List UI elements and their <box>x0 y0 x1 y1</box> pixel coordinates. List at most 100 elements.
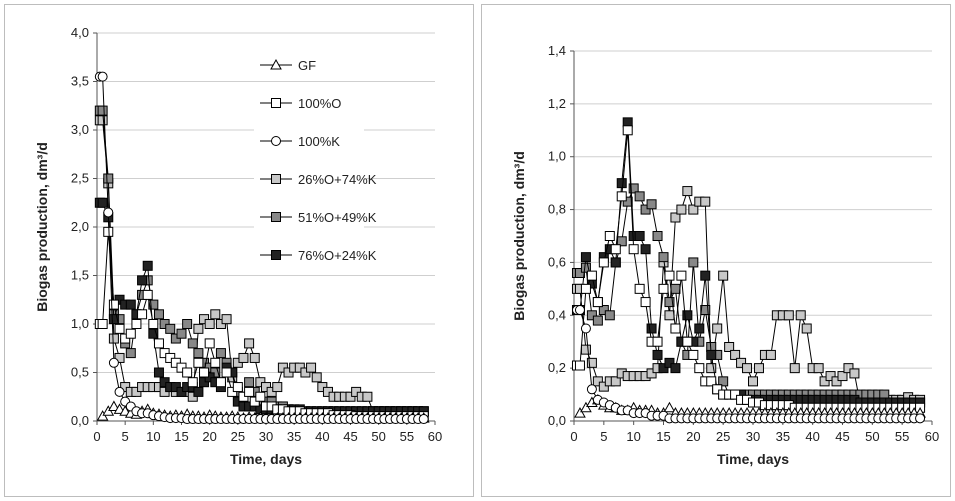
y-tick-label: 0,8 <box>548 202 566 217</box>
data-point <box>103 226 114 237</box>
data-point <box>658 283 669 294</box>
data-point <box>652 336 663 347</box>
data-point <box>311 372 322 383</box>
data-point <box>215 377 226 388</box>
data-point <box>700 270 711 281</box>
x-tick-label: 5 <box>600 429 607 444</box>
data-point <box>837 371 848 382</box>
data-point <box>182 319 193 329</box>
data-point <box>97 319 108 329</box>
y-tick-label: 1,5 <box>71 268 89 283</box>
chart-panel-right: 0,0 0,2 0,4 0,6 0,8 1,0 1,2 1,4 0 5 10 15 20 25 30 35 40… <box>481 4 951 497</box>
x-tick-label: 10 <box>146 429 160 444</box>
y-axis-label: Biogas production, dm³/d <box>34 142 50 312</box>
data-point <box>97 115 108 126</box>
data-point <box>718 270 729 281</box>
data-point <box>249 352 260 363</box>
data-point <box>165 323 176 334</box>
legend-marker <box>271 250 281 260</box>
data-point <box>765 349 776 360</box>
data-point <box>580 252 591 263</box>
y-tick-label: 1,2 <box>548 96 566 111</box>
data-point <box>244 386 255 397</box>
data-point <box>580 344 591 355</box>
data-point <box>103 207 114 218</box>
data-point <box>199 367 210 378</box>
data-point <box>153 309 164 320</box>
data-point <box>652 349 663 360</box>
series-100pctk <box>571 305 926 424</box>
data-point <box>706 349 717 360</box>
data-point <box>795 310 806 321</box>
x-tick-label: 45 <box>835 429 849 444</box>
data-point <box>712 384 723 395</box>
data-point <box>736 357 747 368</box>
data-point <box>153 338 164 349</box>
data-point <box>272 382 283 393</box>
data-point <box>658 363 669 374</box>
x-axis-label: Time, days <box>230 451 302 467</box>
data-point <box>670 363 681 374</box>
data-point <box>843 363 854 374</box>
data-point <box>148 328 159 339</box>
data-point <box>664 270 675 281</box>
y-tick-label: 1,0 <box>71 316 89 331</box>
data-point <box>193 357 204 368</box>
data-point <box>831 376 842 387</box>
data-point <box>682 336 693 347</box>
data-point <box>592 315 603 326</box>
data-point <box>103 173 114 184</box>
data-point <box>694 323 705 334</box>
x-tick-label: 35 <box>776 429 790 444</box>
data-point <box>193 386 204 397</box>
data-point <box>306 362 317 373</box>
data-point <box>700 196 711 207</box>
data-point <box>718 376 729 387</box>
data-point <box>610 257 621 268</box>
y-tick-label: 4,0 <box>71 25 89 40</box>
data-point <box>640 204 651 215</box>
series-51pcto-plus-49pctk <box>571 183 926 408</box>
data-point <box>148 299 159 310</box>
legend-item-76pcto-plus-24pctk: 76%O+24%K <box>254 243 377 267</box>
x-tick-label: 45 <box>343 429 357 444</box>
data-point <box>706 376 717 387</box>
data-point <box>628 183 639 194</box>
data-point <box>586 310 597 321</box>
legend-item-100pctk: 100%K <box>254 129 364 153</box>
data-point <box>142 289 153 300</box>
legend-marker <box>271 98 281 108</box>
data-point <box>610 376 621 387</box>
data-point <box>204 338 215 349</box>
x-tick-label: 50 <box>371 429 385 444</box>
data-point <box>108 333 119 344</box>
x-tick-label: 30 <box>259 429 273 444</box>
data-point <box>125 328 136 339</box>
data-point <box>616 178 627 189</box>
data-point <box>580 323 591 334</box>
legend-label: 26%O+74%K <box>298 172 377 187</box>
data-point <box>418 414 429 425</box>
y-tick-label: 0,6 <box>548 254 566 269</box>
data-point <box>137 309 148 320</box>
data-point <box>97 71 108 82</box>
data-point <box>210 309 221 320</box>
data-point <box>193 323 204 334</box>
x-tick-label: 30 <box>746 429 760 444</box>
data-point <box>915 413 926 424</box>
y-tick-label: 0,4 <box>548 307 566 322</box>
data-point <box>706 363 717 374</box>
legend-label: 100%O <box>298 96 341 111</box>
data-point <box>748 376 758 387</box>
data-point <box>730 389 741 400</box>
data-point <box>176 328 187 339</box>
data-point <box>682 310 693 321</box>
data-point <box>244 338 255 349</box>
data-point <box>700 305 711 315</box>
data-point <box>616 191 627 202</box>
chart-panel-left: 0,0 0,5 1,0 1,5 2,0 2,5 3,0 3,5 4,0 0 5 10 15 20 25 30 3… <box>4 4 474 497</box>
data-point <box>97 197 108 208</box>
data-point <box>712 323 723 334</box>
legend-marker <box>271 136 281 146</box>
data-point <box>664 357 675 368</box>
